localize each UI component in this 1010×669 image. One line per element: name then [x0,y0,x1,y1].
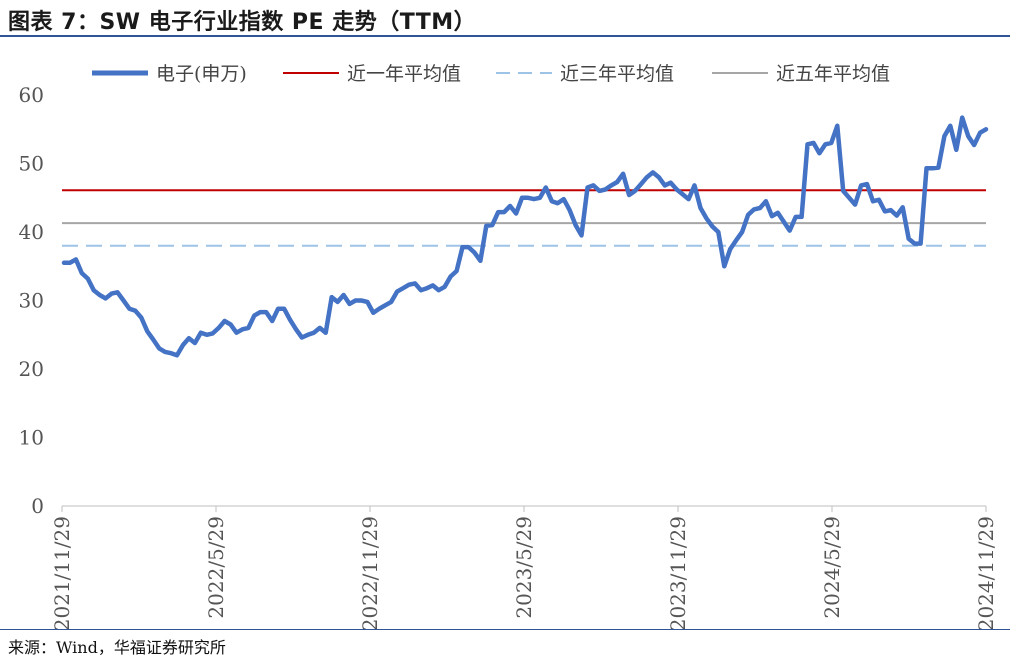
x-tick-label: 2024/11/29 [974,516,998,630]
x-tick-label: 2024/5/29 [820,516,844,619]
source-note: 来源：Wind，华福证券研究所 [8,638,226,657]
y-tick-label: 30 [19,289,44,313]
x-tick-label: 2023/11/29 [666,516,690,630]
pe-line [61,115,989,358]
y-tick-label: 60 [19,83,44,107]
y-tick-label: 50 [19,152,44,176]
x-axis: 2021/11/29 2022/5/29 2022/11/29 2023/5/29 20… [50,505,998,630]
x-tick-label: 2022/11/29 [358,516,382,630]
y-axis: 0 10 20 30 40 50 60 [19,83,44,518]
y-tick-label: 10 [19,426,44,450]
y-tick-label: 0 [31,494,44,518]
x-tick-label: 2022/5/29 [204,516,228,619]
x-tick-label: 2023/5/29 [512,516,536,619]
legend-label: 近三年平均值 [560,63,674,85]
x-tick-label: 2021/11/29 [50,516,74,630]
legend-label: 近一年平均值 [347,63,461,85]
legend-label: 近五年平均值 [776,63,890,85]
y-tick-label: 40 [19,220,44,244]
legend-label: 电子(申万) [156,63,247,85]
footer-divider [0,629,1010,630]
title-divider [0,35,1010,37]
y-tick-label: 20 [19,357,44,381]
chart-title: 图表 7：SW 电子行业指数 PE 走势（TTM） [8,10,477,35]
pe-series [61,115,989,358]
pe-line-chart: 电子(申万) 近一年平均值 近三年平均值 近五年平均值 0 10 20 30 40 50 60 2… [19,63,998,630]
average-lines [62,189,986,247]
chart-legend: 电子(申万) 近一年平均值 近三年平均值 近五年平均值 [92,63,890,85]
